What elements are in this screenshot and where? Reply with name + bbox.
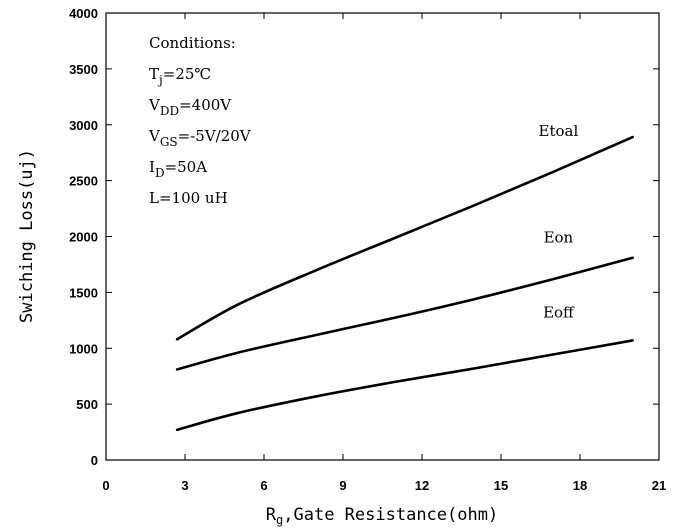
x-tick-label: 21: [652, 478, 666, 493]
y-tick-label: 1000: [69, 341, 98, 356]
x-tick-label: 12: [415, 478, 429, 493]
condition-main: L=100 uH: [149, 189, 228, 207]
condition-line: VGS=-5V/20V: [148, 127, 252, 149]
y-tick-label: 3500: [69, 62, 98, 77]
y-axis-title: Swiching Loss(uj): [17, 149, 37, 323]
series-label-eoff: Eoff: [543, 303, 575, 321]
axis-ticks: 0 3 6 9 12 15 18 21 0 500 1000 1500 2000 2500 3000 3500…: [69, 6, 666, 493]
series-label-etoal: Etoal: [539, 122, 579, 140]
condition-main: V: [148, 127, 161, 145]
y-tick-label: 1500: [69, 285, 98, 300]
condition-line: VDD=400V: [148, 96, 232, 118]
condition-rest: =-5V/20V: [178, 127, 252, 145]
condition-line: L=100 uH: [149, 189, 228, 207]
condition-line: ID=50A: [149, 158, 207, 180]
condition-main: I: [149, 158, 155, 176]
condition-rest: =25℃: [163, 65, 211, 83]
x-axis-title-rest: ,Gate Resistance(ohm): [283, 505, 498, 525]
series-label-eon: Eon: [544, 228, 574, 246]
condition-line: Tj=25℃: [149, 65, 211, 87]
series-lines: [175, 135, 634, 432]
series-line-eoff: [175, 339, 634, 432]
y-tick-label: 500: [76, 397, 98, 412]
conditions-annotation: Conditions:Tj=25℃VDD=400VVGS=-5V/20VID=5…: [148, 34, 252, 207]
x-axis-title-sub: g: [276, 513, 283, 527]
y-tick-label: 2000: [69, 230, 98, 245]
condition-line: Conditions:: [149, 34, 236, 52]
x-tick-label: 18: [573, 478, 587, 493]
condition-main: V: [148, 96, 161, 114]
y-tick-label: 0: [91, 453, 98, 468]
condition-rest: =50A: [165, 158, 208, 176]
plot-area: [105, 12, 660, 461]
condition-sub: D: [155, 166, 165, 180]
condition-rest: =400V: [179, 96, 232, 114]
y-tick-label: 3000: [69, 118, 98, 133]
condition-sub: j: [157, 73, 163, 87]
x-axis-title: Rg,Gate Resistance(ohm): [266, 505, 498, 527]
series-line-etoal: [175, 135, 634, 341]
x-tick-label: 3: [181, 478, 188, 493]
condition-sub: GS: [160, 135, 178, 149]
x-tick-label: 15: [494, 478, 508, 493]
y-tick-label: 4000: [69, 6, 98, 21]
y-tick-label: 2500: [69, 174, 98, 189]
series-labels: Etoal Eon Eoff: [539, 122, 579, 321]
x-tick-label: 9: [339, 478, 346, 493]
x-tick-label: 0: [102, 478, 109, 493]
condition-main: T: [149, 65, 159, 83]
x-tick-label: 6: [260, 478, 267, 493]
series-line-eon: [175, 256, 634, 371]
condition-sub: DD: [160, 104, 179, 118]
condition-main: Conditions:: [149, 34, 236, 52]
x-axis-title-main: R: [266, 505, 277, 525]
